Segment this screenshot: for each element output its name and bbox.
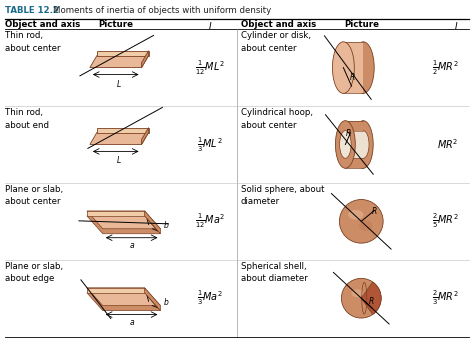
Text: $I$: $I$: [208, 20, 212, 31]
Ellipse shape: [357, 131, 369, 158]
Ellipse shape: [336, 121, 356, 168]
Polygon shape: [90, 56, 148, 68]
Polygon shape: [97, 128, 148, 133]
Polygon shape: [346, 131, 363, 158]
Text: Plane or slab,
about edge: Plane or slab, about edge: [5, 262, 64, 283]
Ellipse shape: [332, 42, 354, 93]
Text: TABLE 12.2: TABLE 12.2: [5, 6, 59, 15]
Circle shape: [341, 278, 381, 318]
Ellipse shape: [353, 121, 373, 168]
Text: Spherical shell,
about diameter: Spherical shell, about diameter: [241, 262, 308, 283]
Text: $MR^2$: $MR^2$: [437, 137, 459, 152]
Text: Thin rod,
about end: Thin rod, about end: [5, 108, 49, 130]
Text: $a$: $a$: [128, 241, 135, 250]
Text: $b$: $b$: [164, 219, 170, 230]
Polygon shape: [87, 293, 161, 311]
Polygon shape: [87, 216, 161, 234]
Text: Cylinder or disk,
about center: Cylinder or disk, about center: [241, 31, 311, 53]
Text: Picture: Picture: [98, 20, 133, 29]
Text: $\frac{1}{12}Ma^2$: $\frac{1}{12}Ma^2$: [195, 212, 225, 231]
Polygon shape: [87, 211, 161, 229]
Text: Plane or slab,
about center: Plane or slab, about center: [5, 185, 64, 206]
Ellipse shape: [359, 220, 372, 231]
Text: Solid sphere, about
diameter: Solid sphere, about diameter: [241, 185, 325, 206]
Polygon shape: [97, 51, 148, 56]
Polygon shape: [142, 128, 148, 144]
Polygon shape: [343, 42, 363, 93]
Text: $R$: $R$: [368, 295, 375, 306]
Text: Picture: Picture: [344, 20, 379, 29]
Ellipse shape: [351, 289, 363, 297]
Polygon shape: [145, 288, 161, 311]
Text: Cylindrical hoop,
about center: Cylindrical hoop, about center: [241, 108, 313, 130]
Polygon shape: [142, 51, 148, 68]
Text: Object and axis: Object and axis: [5, 20, 81, 29]
Text: $\frac{1}{12}ML^2$: $\frac{1}{12}ML^2$: [195, 58, 225, 77]
Text: Moments of inertia of objects with uniform density: Moments of inertia of objects with unifo…: [53, 6, 271, 15]
Circle shape: [339, 199, 383, 243]
Text: $L$: $L$: [116, 154, 122, 166]
Text: $b$: $b$: [164, 296, 170, 307]
Ellipse shape: [339, 131, 351, 158]
Polygon shape: [346, 121, 363, 168]
Text: $\frac{2}{5}MR^2$: $\frac{2}{5}MR^2$: [432, 212, 459, 231]
Text: Thin rod,
about center: Thin rod, about center: [5, 31, 61, 53]
Wedge shape: [361, 282, 381, 314]
Text: $\frac{2}{3}MR^2$: $\frac{2}{3}MR^2$: [432, 289, 459, 307]
Text: Object and axis: Object and axis: [241, 20, 316, 29]
Polygon shape: [87, 211, 145, 216]
Ellipse shape: [352, 42, 374, 93]
Text: $I$: $I$: [454, 20, 459, 31]
Text: $\frac{1}{3}Ma^2$: $\frac{1}{3}Ma^2$: [197, 289, 223, 307]
Text: $R$: $R$: [371, 205, 378, 216]
Polygon shape: [90, 133, 148, 144]
Text: $R$: $R$: [345, 127, 352, 138]
Text: $R$: $R$: [349, 71, 356, 82]
Text: $\frac{1}{3}ML^2$: $\frac{1}{3}ML^2$: [197, 135, 223, 154]
Ellipse shape: [348, 210, 364, 220]
Text: $\frac{1}{2}MR^2$: $\frac{1}{2}MR^2$: [432, 58, 459, 77]
Text: $L$: $L$: [116, 78, 122, 89]
Text: $a$: $a$: [128, 318, 135, 327]
Polygon shape: [145, 211, 161, 234]
Polygon shape: [87, 288, 145, 293]
Polygon shape: [87, 288, 161, 306]
